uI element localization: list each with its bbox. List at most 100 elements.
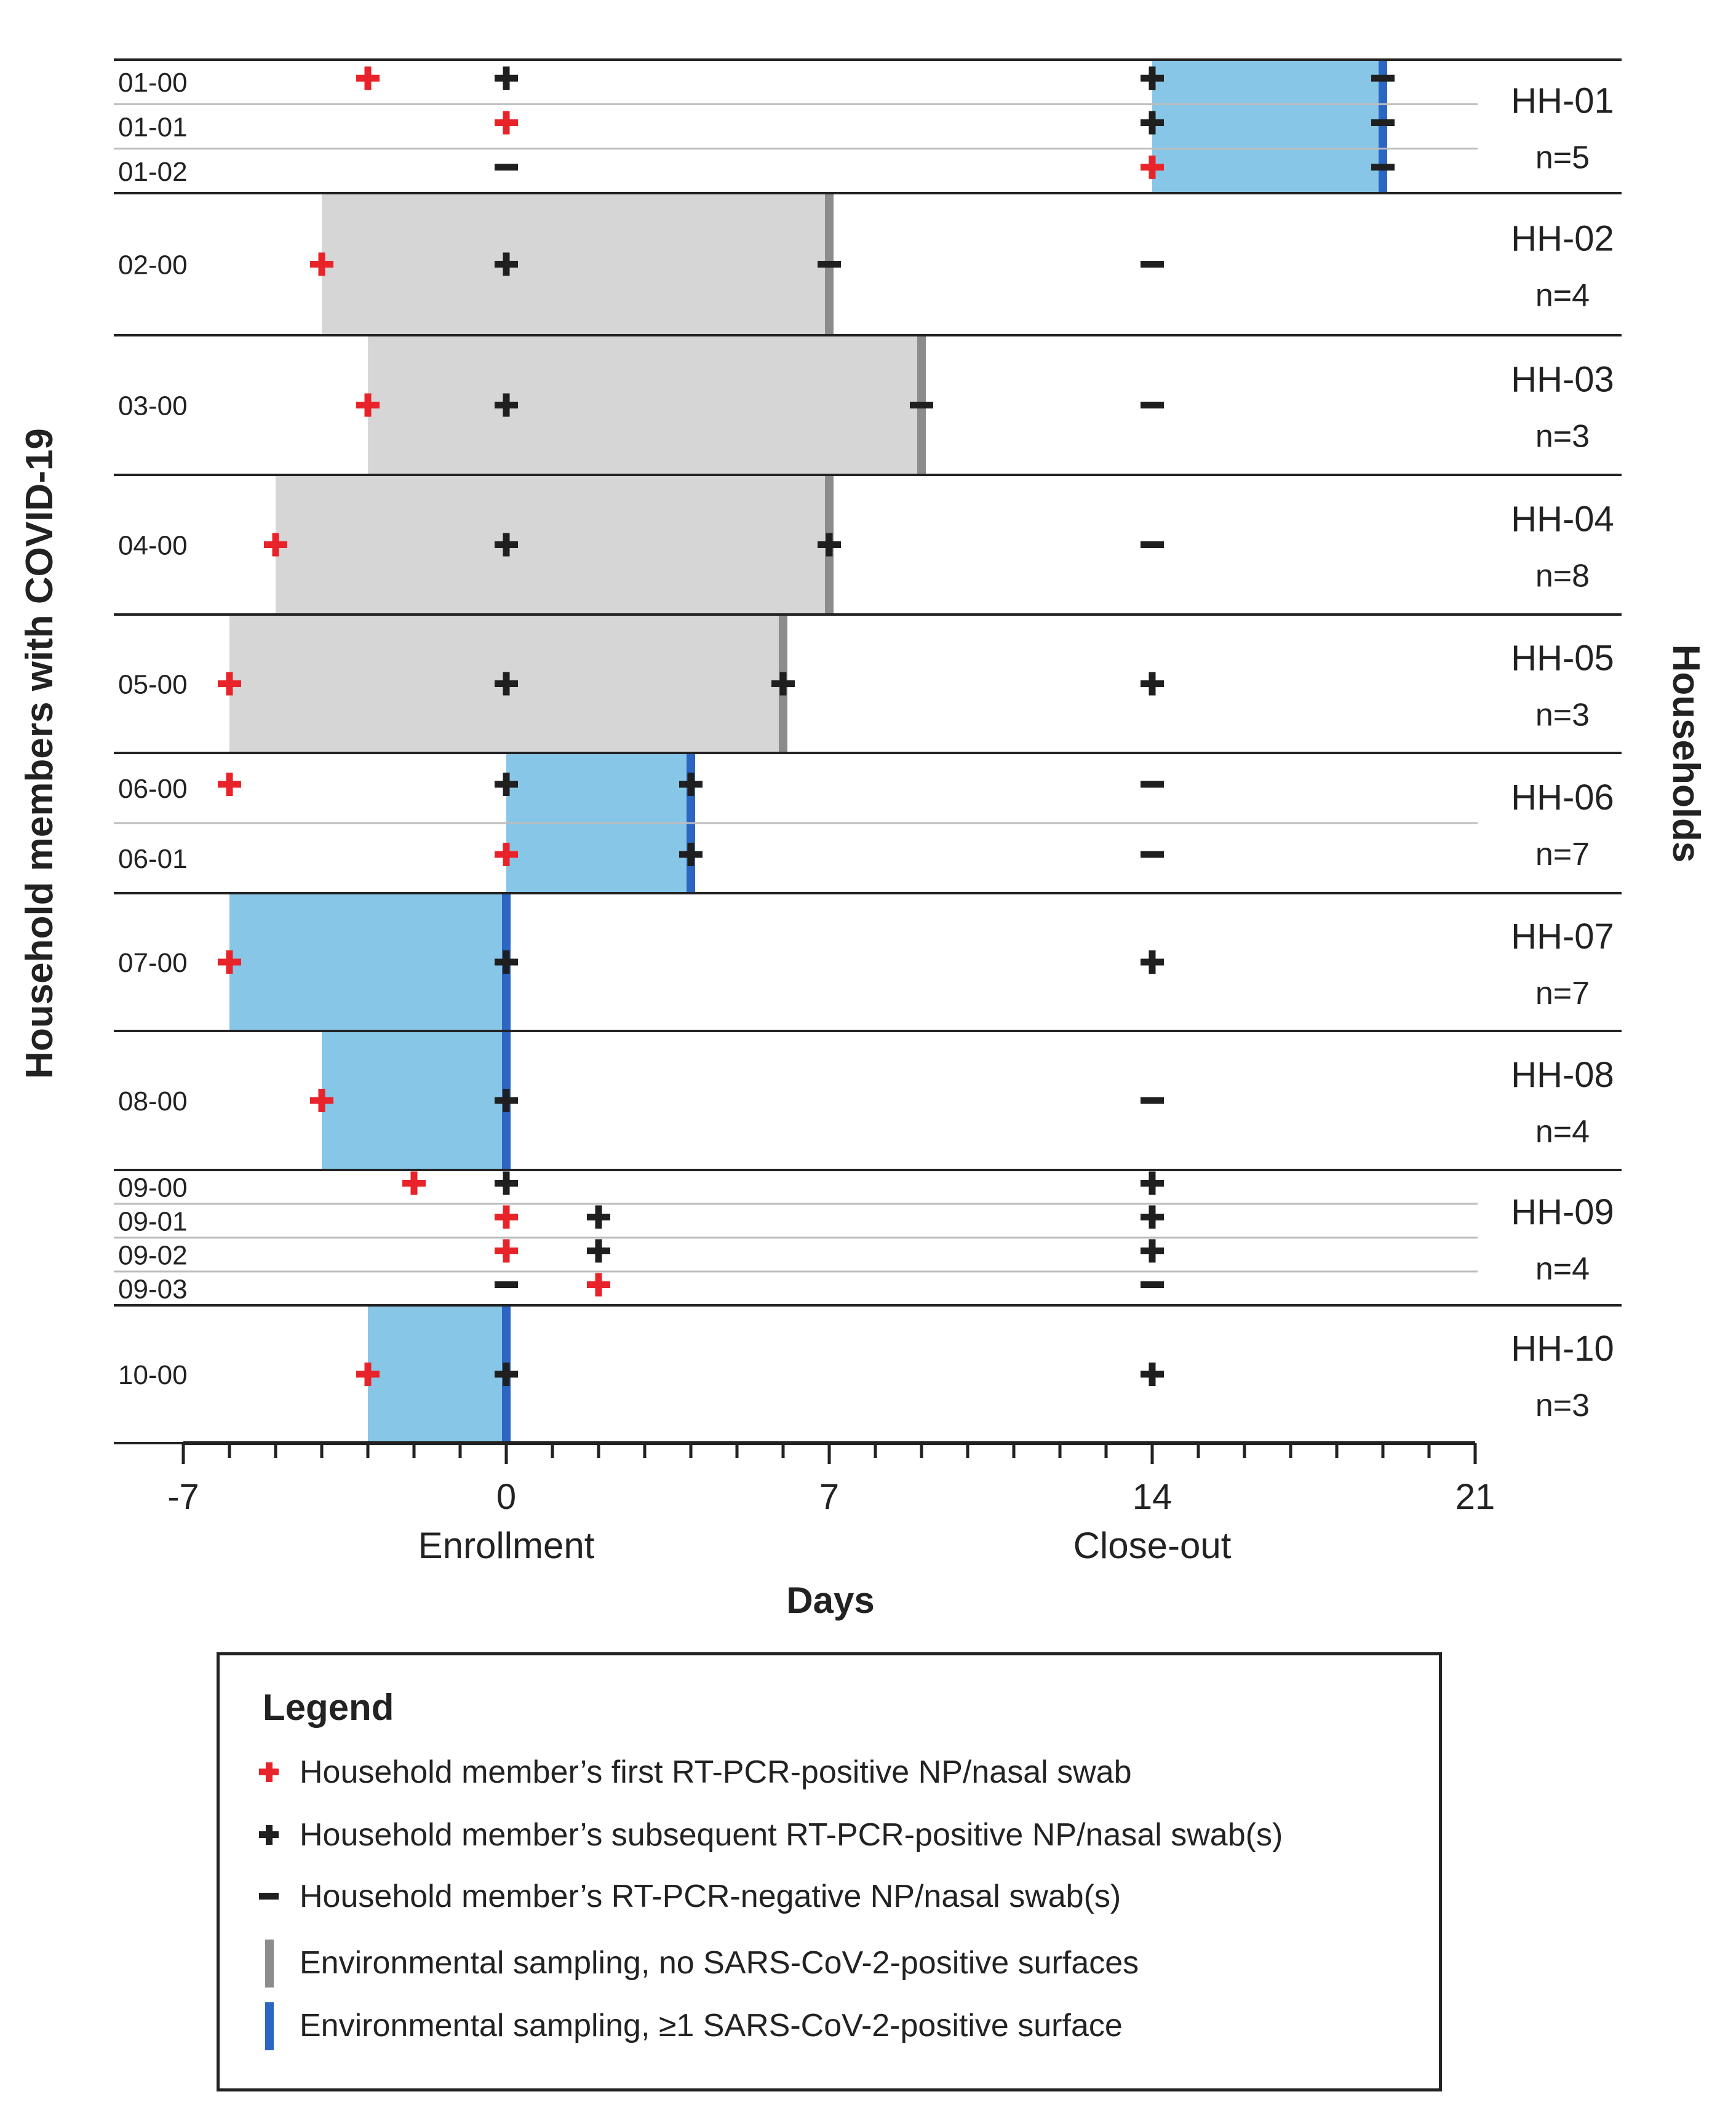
- member-label: 06-01: [118, 844, 188, 874]
- subsequent-positive-marker: [495, 1171, 518, 1195]
- interval-shading: [368, 335, 922, 475]
- household-size-label: n=4: [1535, 1251, 1590, 1287]
- negative-swab-marker: [910, 402, 933, 408]
- member-label: 03-00: [118, 391, 188, 421]
- subsequent-positive-marker: [495, 66, 518, 90]
- household-id-label: HH-05: [1511, 639, 1614, 678]
- member-label: 01-00: [118, 68, 188, 98]
- member-label: 09-03: [118, 1275, 188, 1305]
- x-annotation-label: Close-out: [1073, 1525, 1232, 1566]
- legend-title: Legend: [263, 1687, 394, 1728]
- x-tick-label: 14: [1133, 1477, 1173, 1517]
- x-tick-label: 0: [496, 1477, 516, 1517]
- negative-swab-marker: [1141, 402, 1164, 408]
- subsequent-positive-marker: [495, 533, 518, 557]
- household-id-label: HH-07: [1511, 917, 1614, 957]
- interval-shading: [322, 1031, 506, 1170]
- household-size-label: n=4: [1535, 278, 1590, 314]
- household-timeline-chart: 01-00 01-01 01-02 02-00 03-00 04-00 05-00 06-00…: [18, 58, 1707, 1621]
- subsequent-positive-marker: [679, 843, 703, 866]
- subsequent-positive-marker: [495, 773, 518, 796]
- household-id-label: HH-03: [1511, 360, 1614, 400]
- negative-swab-marker: [1141, 1097, 1164, 1104]
- households-axis-title: Households: [1665, 645, 1707, 863]
- subsequent-positive-marker: [495, 950, 518, 974]
- x-tick-label: 7: [819, 1477, 839, 1517]
- interval-shading: [322, 193, 829, 335]
- household-size-label: n=7: [1535, 976, 1590, 1011]
- first-positive-marker: [356, 1363, 380, 1386]
- member-label: 09-00: [118, 1173, 188, 1203]
- negative-swab-marker: [1371, 164, 1395, 171]
- interval-shading: [368, 1305, 506, 1443]
- household-id-label: HH-09: [1511, 1192, 1614, 1232]
- negative-swab-marker: [1141, 1281, 1164, 1288]
- household-size-label: n=3: [1535, 419, 1590, 455]
- subsequent-positive-marker: [495, 672, 518, 696]
- household-id-label: HH-08: [1511, 1055, 1614, 1095]
- household-id-label: HH-02: [1511, 219, 1614, 259]
- subsequent-positive-marker: [1141, 1205, 1164, 1229]
- subsequent-positive-marker: [587, 1205, 610, 1229]
- legend-item-label: Household member’s RT-PCR-negative NP/na…: [300, 1879, 1121, 1914]
- first-positive-marker: [310, 252, 333, 276]
- legend-item-label: Environmental sampling, ≥1 SARS-CoV-2-po…: [300, 2008, 1123, 2043]
- negative-swab-marker: [1371, 119, 1395, 126]
- subsequent-positive-marker: [1141, 950, 1164, 974]
- member-label: 07-00: [118, 948, 188, 978]
- subsequent-positive-marker: [818, 533, 841, 557]
- red-plus-icon: [257, 1748, 281, 1797]
- first-positive-marker: [218, 672, 241, 696]
- legend-item-env-negative: Environmental sampling, no SARS-CoV-2-po…: [257, 1938, 1139, 1988]
- first-positive-marker: [495, 843, 518, 866]
- member-label: 06-00: [118, 774, 188, 804]
- household-size-label: n=4: [1535, 1114, 1590, 1150]
- negative-swab-marker: [1141, 261, 1164, 268]
- environmental-sampling-bar: [1379, 60, 1387, 193]
- subsequent-positive-marker: [495, 252, 518, 276]
- interval-shading: [1152, 60, 1383, 193]
- subsequent-positive-marker: [1141, 1239, 1164, 1263]
- subsequent-positive-marker: [587, 1239, 610, 1263]
- household-size-label: n=8: [1535, 559, 1590, 594]
- subsequent-positive-marker: [495, 1363, 518, 1386]
- member-label: 01-02: [118, 157, 188, 187]
- interval-shading: [276, 475, 829, 615]
- gray-bar-icon: [257, 1938, 281, 1988]
- subsequent-positive-marker: [679, 773, 703, 796]
- negative-swab-marker: [1141, 851, 1164, 858]
- negative-swab-marker: [1371, 74, 1395, 82]
- subsequent-positive-marker: [771, 672, 795, 696]
- blue-bar-icon: [257, 2001, 281, 2050]
- x-tick-label: 21: [1455, 1477, 1495, 1517]
- subsequent-positive-marker: [495, 1089, 518, 1112]
- subsequent-positive-marker: [1141, 111, 1164, 135]
- negative-swab-marker: [818, 261, 841, 268]
- subsequent-positive-marker: [1141, 66, 1164, 90]
- first-positive-marker: [402, 1171, 426, 1195]
- household-size-label: n=3: [1535, 698, 1590, 733]
- member-label: 09-02: [118, 1241, 188, 1271]
- first-positive-marker: [310, 1089, 333, 1112]
- first-positive-marker: [264, 533, 287, 557]
- negative-swab-marker: [1141, 781, 1164, 788]
- y-axis-title: Household members with COVID-19: [18, 428, 61, 1079]
- first-positive-marker: [218, 950, 241, 974]
- subsequent-positive-marker: [1141, 672, 1164, 696]
- legend-item-first-positive: Household member’s first RT-PCR-positive…: [257, 1748, 1132, 1797]
- legend-item-label: Household member’s first RT-PCR-positive…: [300, 1754, 1132, 1790]
- member-label: 04-00: [118, 531, 188, 561]
- household-id-label: HH-06: [1511, 778, 1614, 818]
- legend-item-label: Household member’s subsequent RT-PCR-pos…: [300, 1817, 1283, 1853]
- household-id-label: HH-10: [1511, 1329, 1614, 1369]
- member-label: 05-00: [118, 670, 188, 700]
- subsequent-positive-marker: [1141, 1363, 1164, 1386]
- first-positive-marker: [218, 773, 241, 796]
- negative-swab-marker: [495, 164, 518, 171]
- x-tick-label: -7: [167, 1477, 199, 1517]
- first-positive-marker: [587, 1273, 610, 1297]
- first-positive-marker: [495, 1239, 518, 1263]
- legend-panel: Legend Household member’s first RT-PCR-p…: [217, 1652, 1442, 2091]
- household-size-label: n=5: [1535, 140, 1590, 176]
- negative-swab-marker: [495, 1281, 518, 1288]
